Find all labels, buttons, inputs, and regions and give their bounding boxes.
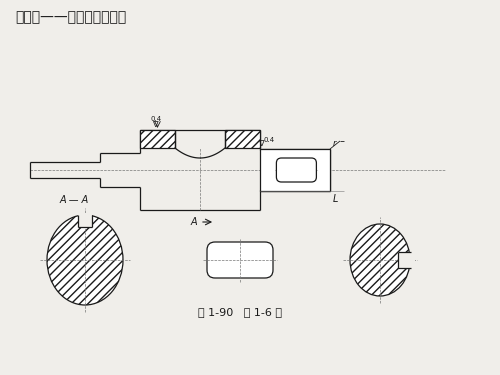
Text: ∇: ∇ (152, 120, 158, 129)
Bar (78, 213, 92, 227)
Text: A — A: A — A (60, 195, 89, 205)
Text: ∇: ∇ (258, 139, 264, 148)
FancyBboxPatch shape (207, 242, 273, 278)
Bar (140, 130, 175, 148)
Text: A: A (190, 217, 197, 227)
Ellipse shape (350, 224, 410, 296)
Text: r: r (333, 139, 336, 148)
Ellipse shape (47, 215, 123, 305)
Text: 图 1-90   题 1-6 图: 图 1-90 题 1-6 图 (198, 307, 282, 317)
FancyBboxPatch shape (276, 158, 316, 182)
Text: 第一章——分析结构工艺性: 第一章——分析结构工艺性 (15, 10, 126, 24)
Text: 0.4: 0.4 (151, 116, 162, 122)
Text: L: L (333, 194, 338, 204)
Bar (398, 252, 415, 268)
Text: 0.4: 0.4 (263, 137, 274, 143)
Bar (260, 149, 330, 191)
Bar (225, 130, 260, 148)
